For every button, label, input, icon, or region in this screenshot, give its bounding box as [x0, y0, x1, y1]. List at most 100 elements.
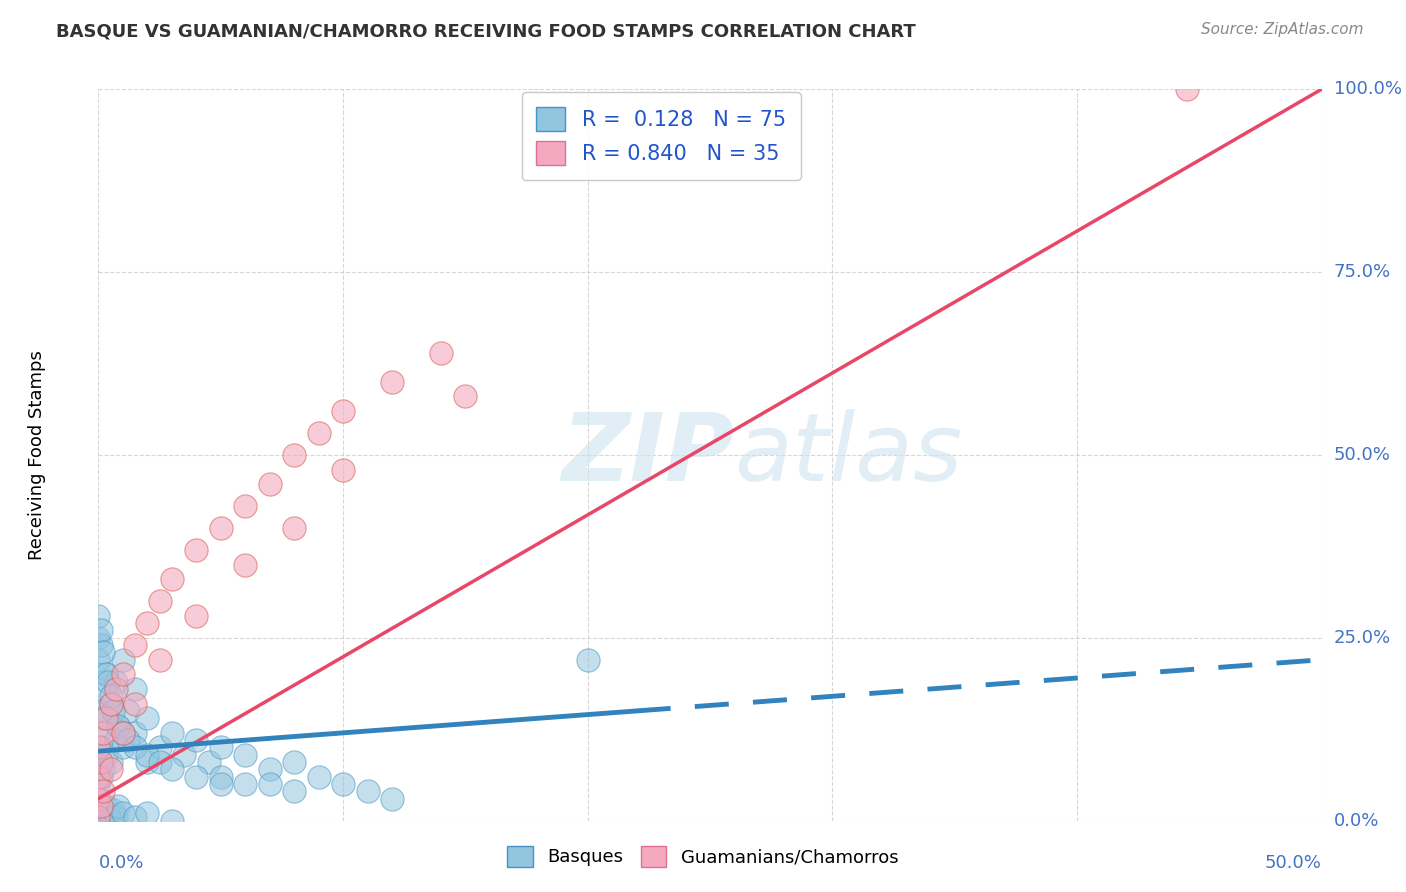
Text: 0.0%: 0.0% [98, 854, 143, 871]
Point [87, 631, 110, 645]
Point [149, 594, 172, 608]
Point [87, 704, 110, 718]
Point [186, 770, 208, 784]
Point [186, 608, 208, 623]
Point [87, 653, 110, 667]
Point [160, 814, 183, 828]
Point [94, 799, 117, 814]
Point [100, 697, 122, 711]
Point [209, 770, 232, 784]
Point [136, 806, 159, 821]
Text: BASQUE VS GUAMANIAN/CHAMORRO RECEIVING FOOD STAMPS CORRELATION CHART: BASQUE VS GUAMANIAN/CHAMORRO RECEIVING F… [56, 22, 915, 40]
Point [209, 521, 232, 535]
Point [90, 799, 112, 814]
Point [87, 740, 110, 755]
Text: Receiving Food Stamps: Receiving Food Stamps [28, 350, 46, 560]
Point [209, 740, 232, 755]
Point [100, 690, 122, 704]
Text: 50.0%: 50.0% [1334, 446, 1391, 464]
Text: 0.0%: 0.0% [1334, 812, 1379, 830]
Point [100, 814, 122, 828]
Point [124, 681, 146, 696]
Point [454, 389, 477, 403]
Point [91, 784, 114, 798]
Point [94, 747, 117, 762]
Point [94, 667, 117, 681]
Point [259, 763, 281, 777]
Point [101, 803, 124, 817]
Point [136, 616, 159, 631]
Point [90, 755, 112, 769]
Point [160, 572, 183, 586]
Point [124, 638, 146, 652]
Point [107, 718, 129, 732]
Point [259, 477, 281, 491]
Point [90, 638, 112, 652]
Point [233, 777, 256, 791]
Point [381, 791, 404, 805]
Point [104, 810, 127, 824]
Point [283, 784, 305, 798]
Point [87, 810, 110, 824]
Point [104, 674, 127, 689]
Point [91, 711, 114, 725]
Point [87, 726, 110, 740]
Point [91, 726, 114, 740]
Point [136, 755, 159, 769]
Point [100, 755, 122, 769]
Point [107, 718, 129, 732]
Point [87, 791, 110, 805]
Point [111, 653, 134, 667]
Point [149, 755, 172, 769]
Point [233, 558, 256, 572]
Point [186, 543, 208, 558]
Point [136, 711, 159, 725]
Point [197, 755, 219, 769]
Point [87, 777, 110, 791]
Point [90, 624, 112, 638]
Point [308, 770, 330, 784]
Legend: R =  0.128   N = 75, R = 0.840   N = 35: R = 0.128 N = 75, R = 0.840 N = 35 [522, 92, 800, 180]
Point [90, 740, 112, 755]
Point [160, 726, 183, 740]
Point [283, 448, 305, 462]
Point [87, 770, 110, 784]
Point [233, 747, 256, 762]
Text: Source: ZipAtlas.com: Source: ZipAtlas.com [1201, 22, 1364, 37]
Point [356, 784, 378, 798]
Point [104, 681, 127, 696]
Point [104, 733, 127, 747]
Point [97, 674, 120, 689]
Point [87, 799, 110, 814]
Point [87, 681, 110, 696]
Point [576, 653, 599, 667]
Text: 75.0%: 75.0% [1334, 263, 1391, 281]
Point [87, 755, 110, 769]
Point [332, 777, 354, 791]
Point [186, 733, 208, 747]
Point [381, 375, 404, 389]
Point [124, 726, 146, 740]
Point [233, 499, 256, 513]
Text: 25.0%: 25.0% [1334, 629, 1391, 647]
Point [209, 777, 232, 791]
Point [124, 697, 146, 711]
Point [149, 740, 172, 755]
Point [94, 667, 117, 681]
Text: ZIP: ZIP [561, 409, 734, 501]
Text: atlas: atlas [734, 409, 963, 500]
Point [94, 711, 117, 725]
Point [87, 814, 110, 828]
Point [90, 770, 112, 784]
Point [332, 404, 354, 418]
Point [308, 425, 330, 440]
Point [117, 733, 139, 747]
Point [111, 806, 134, 821]
Point [124, 740, 146, 755]
Point [111, 740, 134, 755]
Point [97, 806, 120, 821]
Point [332, 462, 354, 476]
Point [124, 810, 146, 824]
Point [111, 667, 134, 681]
Point [111, 726, 134, 740]
